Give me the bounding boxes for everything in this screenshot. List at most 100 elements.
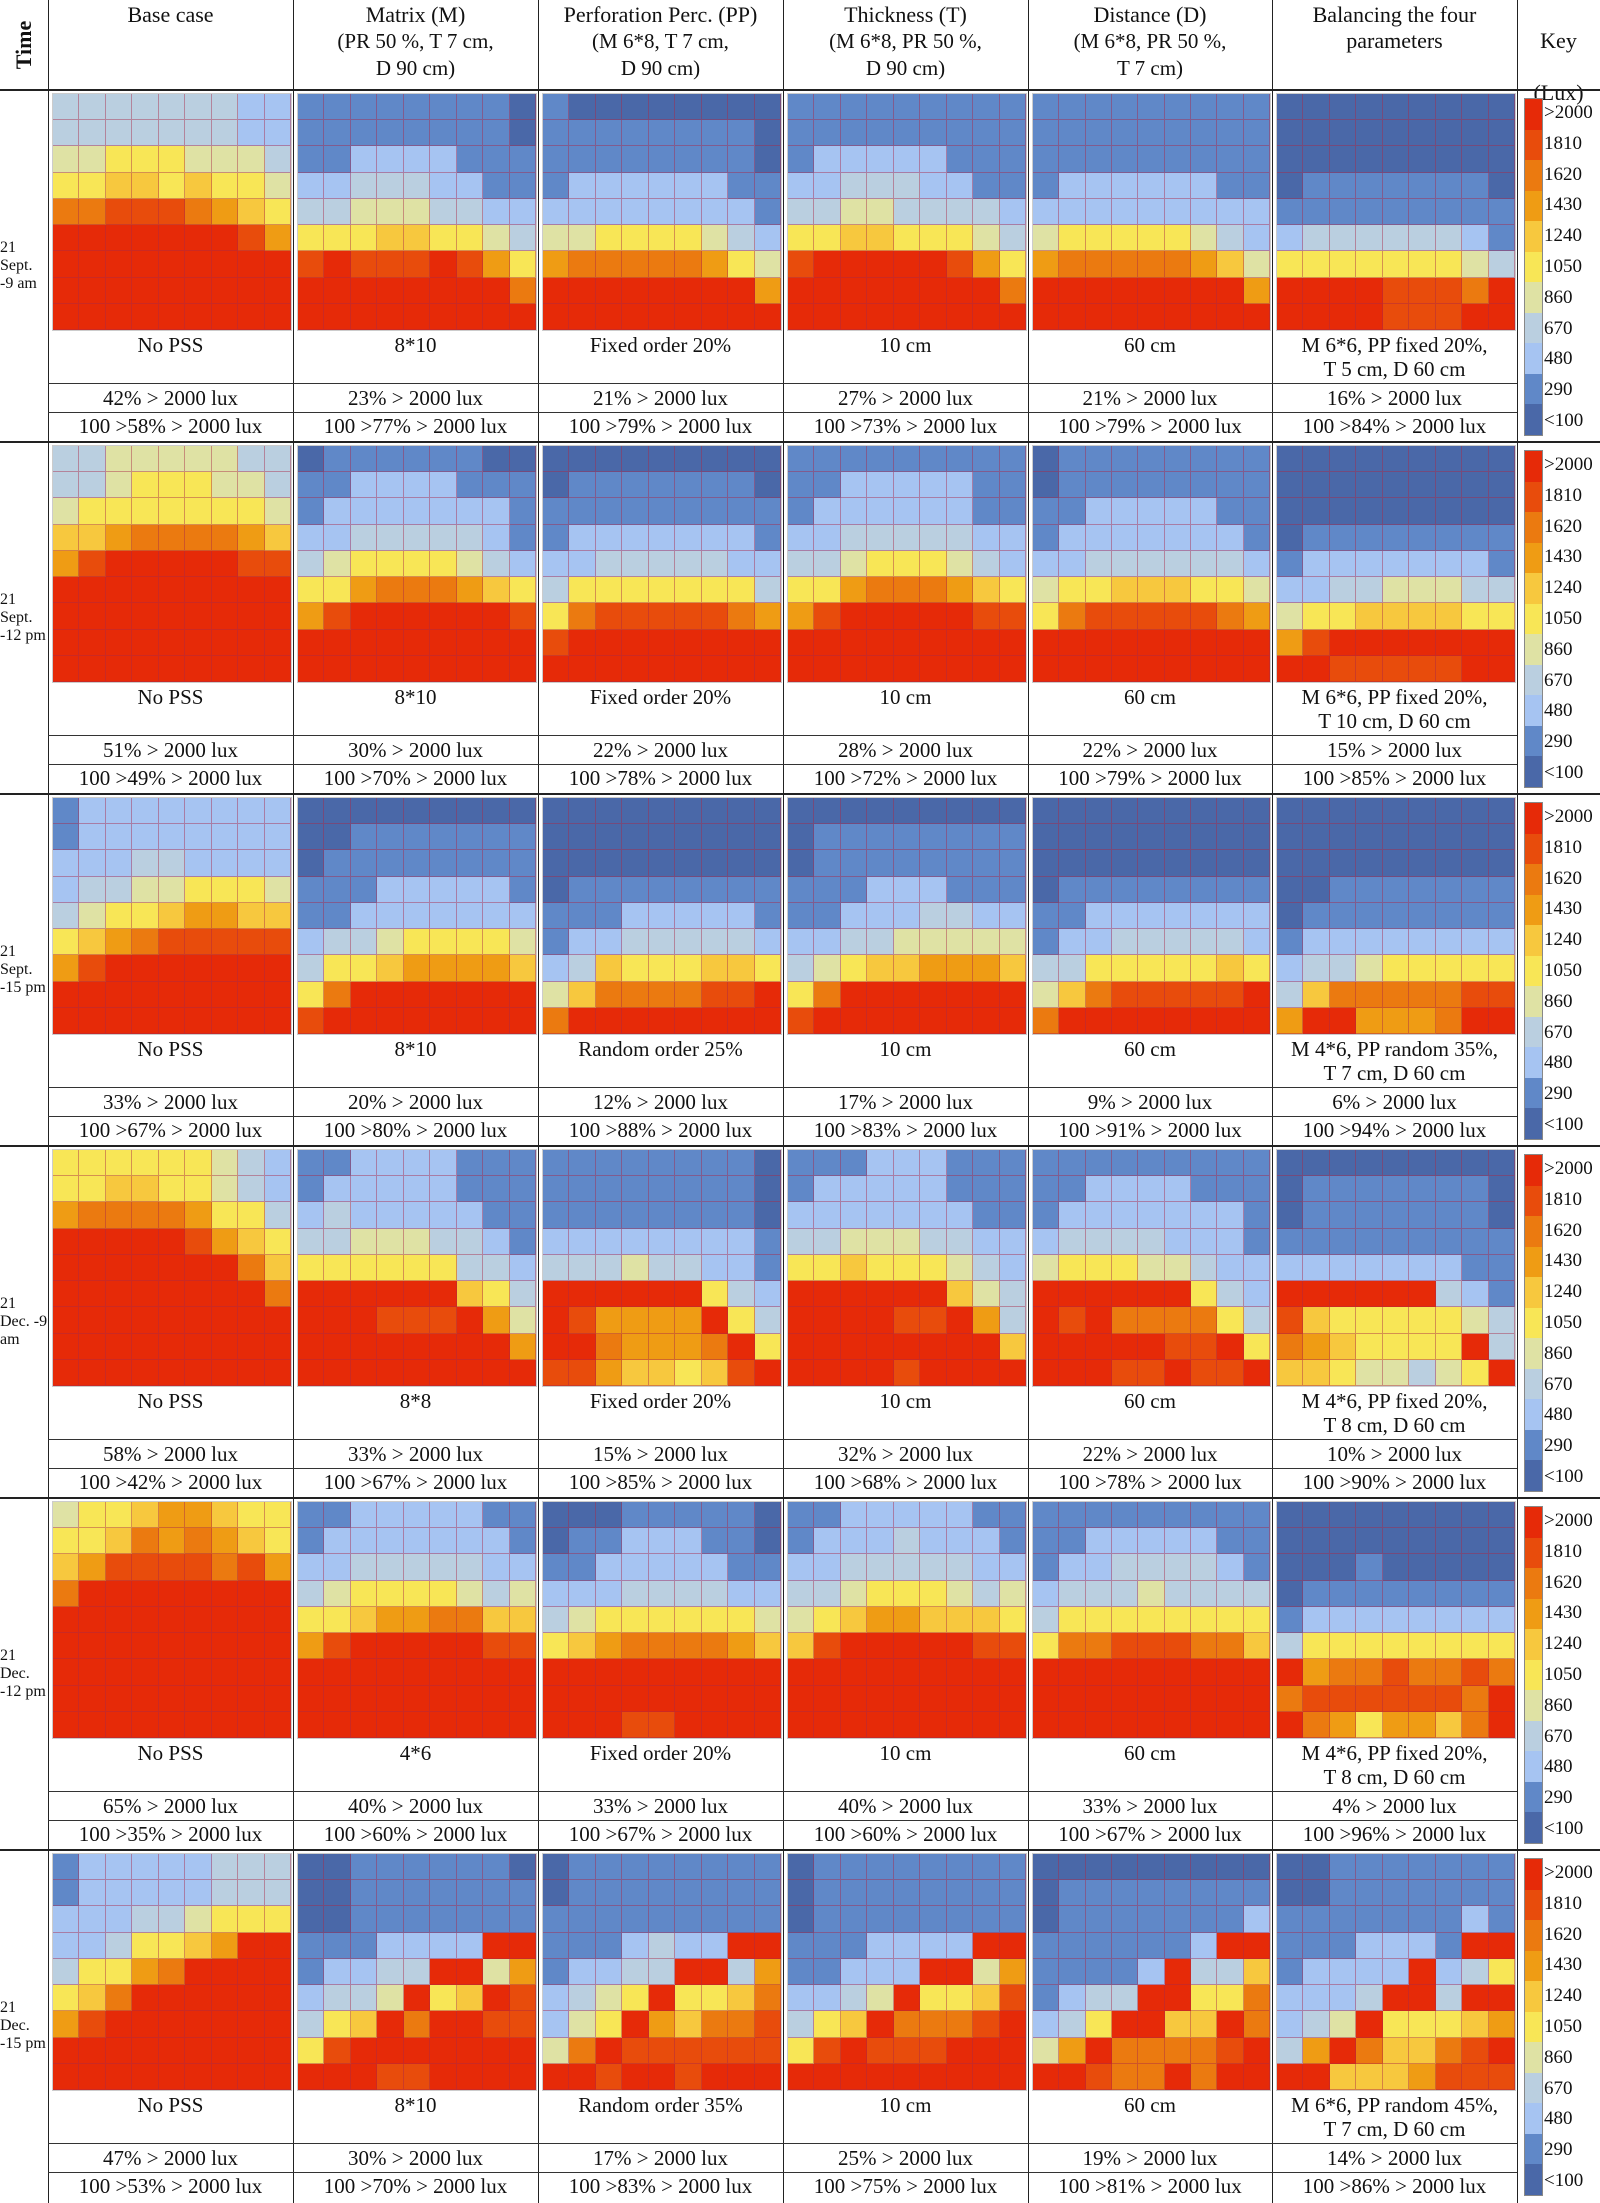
case-label: 10 cm	[879, 1037, 932, 1061]
header-divider	[0, 89, 1600, 91]
heatmap-cell	[675, 1254, 702, 1282]
heatmap-cell	[1085, 929, 1112, 956]
heatmap-cell	[264, 2011, 291, 2038]
heatmap-cell	[840, 1580, 868, 1607]
heatmap-cell	[1462, 955, 1489, 982]
heatmap-cell	[1277, 629, 1304, 656]
heatmap-cell	[79, 1007, 106, 1034]
heatmap-cell	[569, 225, 596, 252]
heatmap-cell	[1191, 225, 1218, 252]
heatmap-cell	[132, 603, 159, 630]
illuminance-heatmap	[787, 1149, 1027, 1387]
heatmap-cell	[754, 1202, 781, 1229]
heatmap-cell	[1277, 120, 1304, 147]
colorbar-segment	[1525, 955, 1542, 987]
heatmap-cell	[456, 929, 484, 956]
colorbar-segment	[1525, 1016, 1542, 1048]
heatmap-cell	[1191, 955, 1218, 982]
heatmap-cell	[298, 1554, 325, 1581]
heatmap-cell	[1329, 1502, 1357, 1529]
heatmap-cell	[456, 876, 484, 903]
heatmap-cell	[185, 146, 212, 173]
illuminance-heatmap	[787, 1501, 1027, 1739]
heatmap-cell	[840, 876, 868, 903]
heatmap-cell	[1059, 446, 1086, 473]
heatmap-cell	[483, 1906, 510, 1933]
heatmap-cell	[595, 1254, 623, 1282]
heatmap-cell	[595, 2011, 623, 2038]
colorbar-tick-label: 1050	[1544, 607, 1582, 629]
heatmap-cell	[1033, 850, 1060, 877]
heatmap-cell	[1277, 850, 1304, 877]
heatmap-cell	[158, 902, 186, 930]
heatmap-cell	[238, 1659, 265, 1686]
heatmap-cell	[1085, 251, 1112, 278]
heatmap-cell	[298, 981, 325, 1008]
heatmap-cell	[754, 902, 781, 930]
case-label: 60 cm	[1124, 1741, 1176, 1765]
heatmap-cell	[298, 1606, 325, 1634]
heatmap-cell	[430, 824, 457, 851]
colorbar-tick-label: 1810	[1544, 1540, 1582, 1562]
heatmap-cell	[1085, 1880, 1112, 1907]
heatmap-cell	[973, 1633, 1000, 1660]
heatmap-cell	[814, 1854, 841, 1881]
column-header-title: Base case	[127, 2, 214, 27]
heatmap-cell	[595, 1176, 623, 1203]
heatmap-cell	[430, 1502, 457, 1529]
heatmap-cell	[920, 277, 947, 304]
heatmap-cell	[814, 2011, 841, 2038]
heatmap-cell	[1033, 1606, 1060, 1634]
heatmap-cell	[1033, 798, 1060, 825]
heatmap-cell	[264, 1307, 291, 1334]
heatmap-cell	[211, 1007, 239, 1034]
heatmap-cell	[1488, 446, 1515, 473]
heatmap-cell	[754, 1906, 781, 1933]
heatmap-cell	[788, 902, 815, 930]
colorbar-tick-label: 1050	[1544, 255, 1582, 277]
heatmap-cell	[648, 1854, 676, 1881]
heatmap-cell	[622, 1502, 649, 1529]
heatmap-cell	[754, 1880, 781, 1907]
heatmap-cell	[622, 1932, 649, 1959]
heatmap-cell	[867, 1333, 894, 1360]
heatmap-cell	[754, 1528, 781, 1555]
heatmap-cell	[1191, 303, 1218, 330]
heatmap-cell	[728, 1606, 755, 1634]
heatmap-cell	[1435, 1932, 1463, 1959]
percent-above-2000: 33% > 2000 lux	[593, 1794, 728, 1818]
heatmap-cell	[893, 929, 921, 956]
heatmap-cell	[999, 603, 1026, 630]
row-divider	[48, 1791, 1517, 1792]
heatmap-cell	[1277, 1202, 1304, 1229]
heatmap-cell	[973, 2011, 1000, 2038]
heatmap-cell	[79, 876, 106, 903]
heatmap-cell	[1243, 629, 1270, 656]
heatmap-cell	[999, 1880, 1026, 1907]
heatmap-cell	[185, 1254, 212, 1282]
heatmap-cell	[1112, 824, 1139, 851]
heatmap-cell	[675, 629, 702, 656]
heatmap-cell	[1277, 225, 1304, 252]
heatmap-cell	[324, 94, 351, 121]
heatmap-cell	[754, 2063, 781, 2090]
heatmap-cell	[999, 1202, 1026, 1229]
heatmap-cell	[1033, 981, 1060, 1008]
heatmap-cell	[701, 94, 729, 121]
heatmap-cell	[1382, 1176, 1410, 1203]
colorbar-tick-label: 1050	[1544, 959, 1582, 981]
heatmap-cell	[298, 1176, 325, 1203]
heatmap-cell	[701, 472, 729, 499]
heatmap-cell	[973, 1307, 1000, 1334]
heatmap-cell	[1462, 2037, 1489, 2064]
heatmap-cell	[1488, 1202, 1515, 1229]
heatmap-cell	[867, 472, 894, 499]
heatmap-cell	[840, 1659, 868, 1686]
heatmap-cell	[79, 1228, 106, 1255]
heatmap-cell	[728, 876, 755, 903]
heatmap-cell	[622, 981, 649, 1008]
heatmap-cell	[1435, 850, 1463, 877]
colorbar-segment	[1525, 894, 1542, 926]
heatmap-cell	[1217, 655, 1244, 682]
